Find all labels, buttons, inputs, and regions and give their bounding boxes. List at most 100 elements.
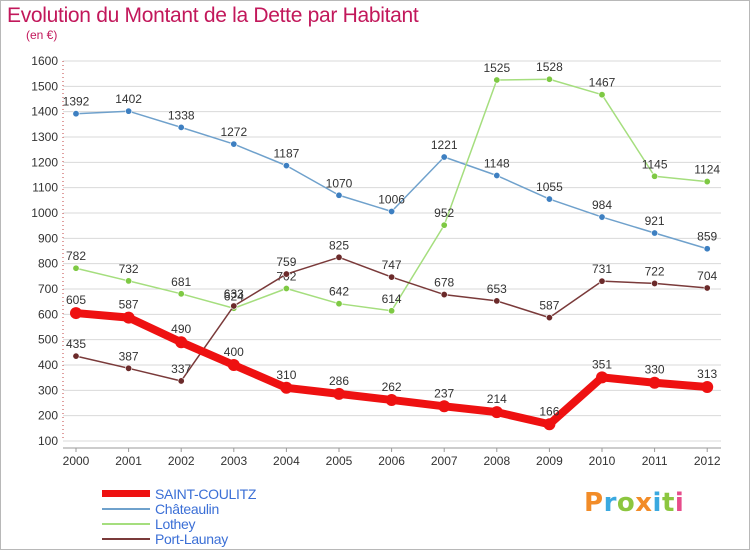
data-label-saint-coulitz: 490 (171, 322, 191, 336)
data-point-saint-coulitz (333, 387, 345, 400)
data-point-lothey (125, 277, 133, 285)
y-tick-label: 300 (38, 383, 58, 397)
data-point-saint-coulitz (438, 400, 451, 413)
data-point-chateaulin (703, 245, 711, 253)
y-tick-label: 700 (38, 282, 58, 296)
brand-letter: o (616, 488, 636, 518)
data-label-saint-coulitz: 587 (119, 298, 139, 312)
data-label-saint-coulitz: 313 (697, 367, 717, 381)
data-label-saint-coulitz: 351 (592, 357, 612, 371)
legend-item-port-launay: Port-Launay (102, 530, 228, 547)
data-point-saint-coulitz (596, 371, 608, 384)
data-label-port-launay: 678 (434, 276, 454, 290)
data-label-chateaulin: 1392 (63, 95, 90, 109)
brand-letter: r (603, 488, 617, 518)
data-label-port-launay: 731 (592, 262, 612, 276)
proxiti-logo: Proxiti (584, 488, 684, 518)
legend-swatch-chateaulin (102, 507, 150, 510)
data-label-port-launay: 747 (382, 258, 402, 272)
y-tick-label: 800 (38, 257, 58, 271)
legend-label-saint-coulitz: SAINT-COULITZ (155, 485, 257, 502)
legend-label-lothey: Lothey (155, 515, 196, 532)
y-tick-label: 1100 (32, 181, 58, 195)
data-point-port-launay (125, 364, 133, 372)
brand-letter: i (652, 488, 662, 518)
x-tick-label: 2002 (168, 454, 195, 468)
data-label-saint-coulitz: 400 (224, 345, 244, 359)
legend-swatch-port-launay (102, 537, 150, 540)
data-label-chateaulin: 1272 (220, 125, 247, 139)
data-label-lothey: 1467 (589, 76, 616, 90)
legend-swatch-saint-coulitz (102, 490, 150, 497)
x-tick-label: 2004 (273, 454, 300, 468)
y-tick-label: 200 (38, 409, 58, 423)
x-tick-label: 2012 (694, 454, 721, 468)
data-label-port-launay: 387 (119, 349, 139, 363)
data-point-chateaulin (388, 207, 396, 215)
data-label-lothey: 732 (119, 262, 139, 276)
data-point-port-launay (230, 302, 238, 310)
data-label-lothey: 1525 (483, 61, 510, 75)
data-point-chateaulin (651, 229, 659, 237)
data-label-lothey: 1145 (642, 157, 668, 171)
data-point-lothey (177, 290, 185, 298)
data-label-chateaulin: 859 (697, 230, 717, 244)
data-point-lothey (335, 300, 343, 308)
data-label-chateaulin: 1338 (168, 108, 195, 122)
data-point-lothey (703, 178, 711, 186)
x-tick-label: 2003 (220, 454, 247, 468)
data-label-lothey: 782 (66, 249, 86, 263)
data-point-port-launay (703, 284, 711, 292)
y-tick-label: 1300 (31, 130, 58, 144)
legend-swatch-lothey (102, 522, 150, 525)
data-label-saint-coulitz: 330 (645, 363, 665, 377)
data-point-port-launay (598, 277, 606, 285)
data-label-port-launay: 435 (66, 337, 86, 351)
brand-letter: t (661, 488, 675, 518)
data-point-port-launay (335, 253, 343, 261)
data-label-chateaulin: 1402 (115, 92, 142, 106)
data-point-chateaulin (335, 191, 343, 199)
legend-label-port-launay: Port-Launay (155, 530, 228, 547)
data-label-port-launay: 722 (645, 264, 665, 278)
data-label-saint-coulitz: 166 (539, 404, 559, 418)
data-label-port-launay: 825 (329, 238, 349, 252)
legend-item-lothey: Lothey (102, 515, 196, 532)
data-point-port-launay (388, 273, 396, 281)
y-tick-label: 1600 (31, 54, 58, 68)
series-line-chateaulin (75, 110, 708, 250)
data-label-chateaulin: 984 (592, 198, 612, 212)
brand-letter: i (674, 488, 685, 518)
data-point-lothey (651, 172, 659, 180)
brand-letter: P (584, 488, 604, 518)
data-label-chateaulin: 1070 (326, 176, 353, 190)
data-point-saint-coulitz (227, 359, 240, 371)
x-tick-label: 2006 (378, 454, 405, 468)
x-tick-label: 2007 (431, 454, 458, 468)
data-point-saint-coulitz (280, 381, 293, 394)
x-tick-label: 2001 (115, 454, 142, 468)
data-point-saint-coulitz (70, 307, 82, 320)
data-label-chateaulin: 1221 (431, 138, 458, 152)
data-point-port-launay (440, 291, 448, 299)
y-tick-label: 1400 (31, 105, 58, 119)
legend-item-saint-coulitz: SAINT-COULITZ (102, 485, 257, 502)
y-tick-label: 1200 (31, 155, 58, 169)
data-point-port-launay (545, 314, 553, 322)
data-label-saint-coulitz: 262 (382, 380, 402, 394)
data-point-port-launay (493, 297, 501, 305)
data-label-saint-coulitz: 310 (276, 368, 296, 382)
data-label-chateaulin: 1055 (536, 180, 563, 194)
data-point-saint-coulitz (175, 336, 188, 349)
data-point-port-launay (651, 279, 659, 287)
data-point-saint-coulitz (543, 418, 556, 431)
data-point-lothey (72, 264, 80, 272)
brand-letter: x (635, 488, 653, 518)
data-label-lothey: 681 (171, 275, 191, 289)
data-point-port-launay (177, 377, 185, 385)
data-label-port-launay: 587 (539, 299, 559, 313)
data-label-port-launay: 759 (276, 255, 296, 269)
data-point-lothey (545, 75, 553, 83)
data-point-lothey (598, 91, 606, 99)
